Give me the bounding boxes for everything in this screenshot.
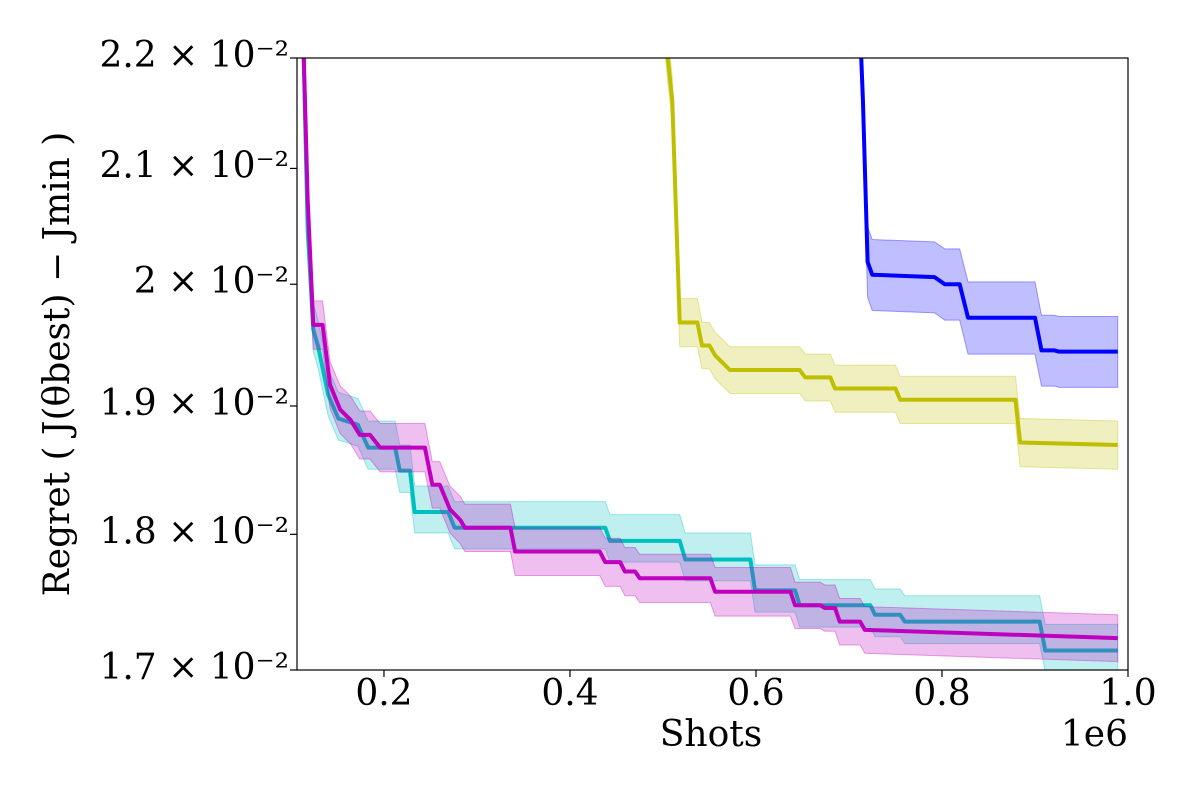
y-tick-label: 2.2 × 10⁻² — [99, 35, 289, 76]
x-offset-label: 1e6 — [1061, 714, 1128, 755]
y-axis-label: Regret ( J(θbest) − Jmin ) — [37, 132, 78, 597]
x-tick-label: 0.6 — [727, 673, 784, 714]
confidence-band — [664, 58, 1119, 470]
plot-area — [301, 58, 1119, 670]
x-tick-label: 1.0 — [1099, 673, 1156, 714]
confidence-band — [302, 58, 1119, 663]
y-tick-label: 2 × 10⁻² — [134, 261, 289, 302]
series-line — [301, 58, 1118, 641]
series-line — [859, 58, 1118, 354]
axes-frame — [296, 57, 1129, 671]
y-tick-label: 1.9 × 10⁻² — [99, 383, 289, 424]
y-tick-label: 2.1 × 10⁻² — [99, 145, 289, 186]
series-line — [301, 58, 1118, 653]
y-tick-label: 1.7 × 10⁻² — [99, 647, 289, 688]
series-line — [665, 58, 1118, 448]
x-tick-label: 0.8 — [913, 673, 970, 714]
confidence-band — [302, 58, 1119, 670]
confidence-band — [859, 58, 1119, 388]
x-tick-label: 0.2 — [355, 673, 412, 714]
x-tick-label: 0.4 — [541, 673, 598, 714]
x-axis-label: Shots — [660, 714, 762, 755]
y-tick-label: 1.8 × 10⁻² — [99, 511, 289, 552]
